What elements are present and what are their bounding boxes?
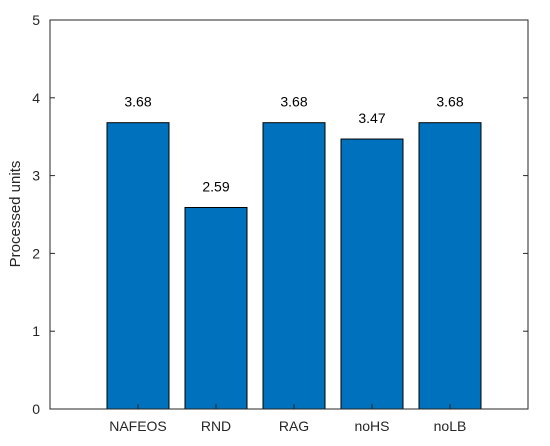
y-axis-ticks: 0 1 2 3 4 5 <box>32 12 528 417</box>
y-tick-label-5: 5 <box>32 12 40 28</box>
data-labels-layer: 3.68 2.59 3.68 3.47 3.68 <box>124 94 463 195</box>
y-tick-label-2: 2 <box>32 245 40 261</box>
bar-nolb <box>418 122 482 410</box>
y-tick-label-0: 0 <box>32 401 40 417</box>
y-tick-label-4: 4 <box>32 90 40 106</box>
plot-frame <box>49 19 529 410</box>
x-tick-label-nafeos: NAFEOS <box>109 418 167 434</box>
x-tick-label-rag: RAG <box>279 418 309 434</box>
y-tick-label-1: 1 <box>32 323 40 339</box>
data-label-nolb: 3.68 <box>436 94 463 110</box>
bar-rag <box>262 122 326 410</box>
bar-nafeos <box>106 122 170 410</box>
y-tick-label-3: 3 <box>32 168 40 184</box>
x-axis-ticks: NAFEOS RND RAG noHS noLB <box>109 404 466 434</box>
x-tick-label-nolb: noLB <box>434 418 467 434</box>
data-label-nohs: 3.47 <box>358 110 385 126</box>
data-label-nafeos: 3.68 <box>124 94 151 110</box>
data-label-rag: 3.68 <box>280 94 307 110</box>
x-tick-label-rnd: RND <box>201 418 231 434</box>
x-tick-label-nohs: noHS <box>354 418 389 434</box>
y-axis-label: Processed units <box>7 161 24 268</box>
bar-nohs <box>340 138 404 410</box>
bars-layer <box>106 122 482 410</box>
bar-rnd <box>184 206 248 410</box>
data-label-rnd: 2.59 <box>202 178 229 194</box>
